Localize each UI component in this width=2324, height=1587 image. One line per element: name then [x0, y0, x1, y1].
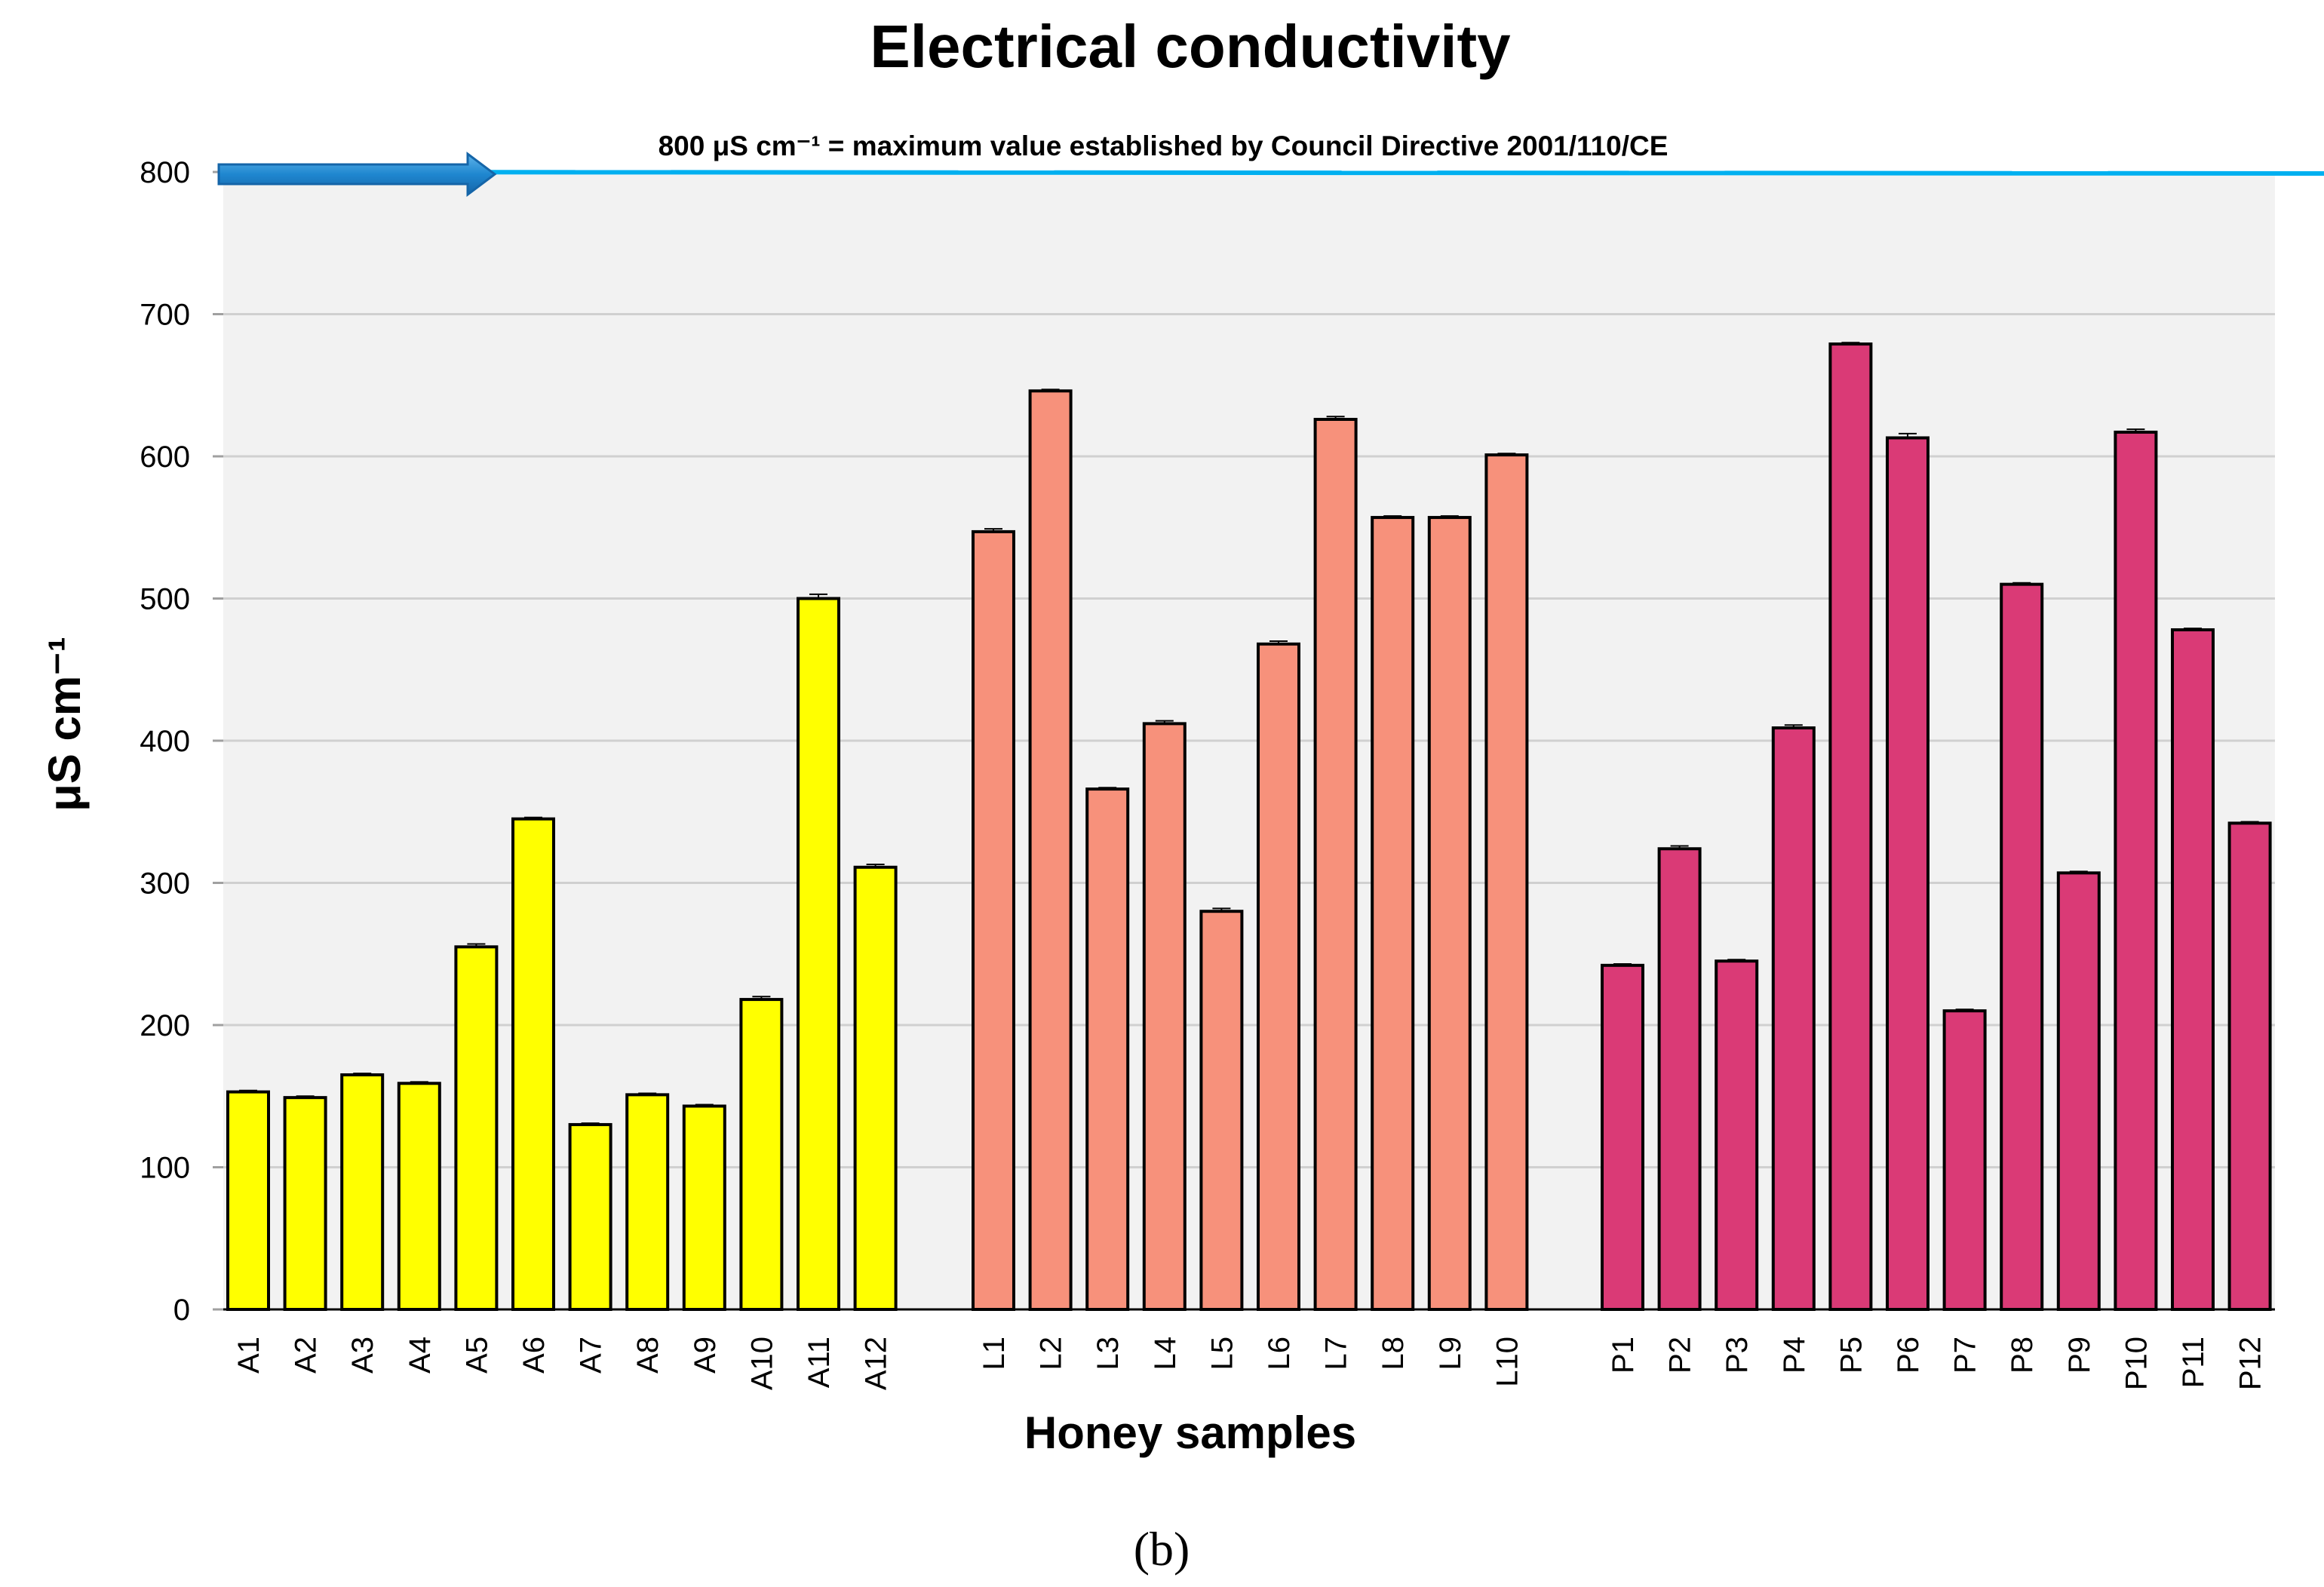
y-tick-label: 400 [140, 725, 190, 758]
bar-L4 [1142, 722, 1187, 1311]
x-tick-label-L9: L9 [1434, 1337, 1467, 1371]
x-tick-label-L10: L10 [1490, 1337, 1524, 1387]
panel-label: (b) [1134, 1522, 1190, 1576]
y-tick-label: 100 [140, 1152, 190, 1185]
bar-A12 [853, 865, 898, 1311]
bar-P6 [1886, 436, 1930, 1311]
bar-L10 [1484, 453, 1529, 1311]
x-tick-label-L8: L8 [1377, 1337, 1410, 1371]
y-axis-ticks: 0 100 200 300 400 500 600 700 800 [140, 156, 223, 1327]
bar-P8 [2000, 582, 2044, 1311]
y-tick-label: 0 [173, 1294, 190, 1327]
x-tick-label-P9: P9 [2063, 1337, 2096, 1374]
y-axis-label: μS cm⁻¹ [39, 637, 90, 812]
bar-P5 [1828, 342, 1873, 1312]
y-tick-label: 600 [140, 440, 190, 474]
bar-P7 [1942, 1009, 1987, 1312]
y-tick-label: 300 [140, 867, 190, 901]
x-tick-label-P10: P10 [2120, 1337, 2153, 1390]
bar-P10 [2114, 430, 2158, 1312]
x-tick-label-L3: L3 [1091, 1337, 1125, 1371]
x-tick-label-A5: A5 [460, 1337, 493, 1374]
bar-P9 [2056, 871, 2101, 1312]
bar-P3 [1715, 959, 1759, 1312]
x-tick-label-L5: L5 [1205, 1337, 1239, 1371]
x-tick-label-L2: L2 [1035, 1337, 1068, 1371]
x-tick-label-A12: A12 [860, 1337, 893, 1390]
bar-A10 [739, 998, 784, 1311]
x-tick-label-A1: A1 [232, 1337, 266, 1374]
reference-line-800 [223, 170, 2324, 176]
x-tick-label-A4: A4 [404, 1337, 437, 1374]
x-tick-label-P3: P3 [1721, 1337, 1754, 1374]
y-tick-label: 500 [140, 583, 190, 616]
x-tick-label-A8: A8 [631, 1337, 665, 1374]
x-tick-label-A10: A10 [745, 1337, 778, 1390]
y-tick-label: 800 [140, 156, 190, 189]
bar-L9 [1427, 516, 1472, 1311]
bars [226, 342, 2272, 1312]
bar-L7 [1313, 417, 1358, 1311]
x-axis-ticks: A1 A2 A3 A4 A5 A6 A7 A8 A9 A10 A11 A12 L1 L2 L3 L4 L5 L6 L… [232, 1337, 2267, 1390]
x-tick-label-L7: L7 [1320, 1337, 1353, 1371]
bar-L5 [1199, 910, 1244, 1311]
y-tick-label: 200 [140, 1009, 190, 1042]
bar-A7 [568, 1122, 612, 1311]
x-tick-label-P6: P6 [1892, 1337, 1925, 1374]
x-tick-label-P1: P1 [1607, 1337, 1640, 1374]
x-tick-label-P12: P12 [2234, 1337, 2267, 1390]
y-tick-label: 700 [140, 299, 190, 332]
bar-A6 [511, 817, 555, 1312]
reference-annotation: 800 μS cm⁻¹ = maximum value established … [659, 130, 1669, 161]
bar-A4 [397, 1082, 441, 1312]
reference-arrow-icon [217, 152, 497, 197]
bar-P1 [1601, 963, 1644, 1311]
bar-A1 [226, 1090, 270, 1311]
x-tick-label-A3: A3 [346, 1337, 379, 1374]
x-tick-label-A6: A6 [517, 1337, 551, 1374]
x-tick-label-A7: A7 [575, 1337, 608, 1374]
bar-L6 [1257, 642, 1300, 1311]
bar-P12 [2227, 821, 2272, 1311]
x-tick-label-L4: L4 [1149, 1337, 1182, 1371]
bar-A9 [682, 1104, 726, 1311]
x-tick-label-P7: P7 [1949, 1337, 1982, 1374]
bar-P4 [1771, 726, 1816, 1311]
bar-P11 [2171, 628, 2215, 1311]
bar-P2 [1657, 847, 1702, 1311]
x-tick-label-L6: L6 [1263, 1337, 1296, 1371]
bar-A2 [283, 1096, 327, 1311]
x-tick-label-A2: A2 [290, 1337, 323, 1374]
bar-A8 [625, 1093, 670, 1311]
bar-A11 [797, 597, 840, 1311]
bar-A3 [340, 1073, 385, 1311]
x-tick-label-P2: P2 [1664, 1337, 1697, 1374]
x-tick-label-A9: A9 [689, 1337, 722, 1374]
bar-L1 [972, 530, 1015, 1311]
bar-L3 [1085, 787, 1130, 1311]
x-axis-label: Honey samples [1024, 1407, 1356, 1458]
x-tick-label-P8: P8 [2006, 1337, 2039, 1374]
x-tick-label-L1: L1 [978, 1337, 1011, 1371]
chart-title: Electrical conductivity [870, 13, 1511, 80]
x-tick-label-P5: P5 [1834, 1337, 1868, 1374]
bar-L2 [1028, 389, 1073, 1311]
x-tick-label-P11: P11 [2177, 1337, 2210, 1388]
x-tick-label-A11: A11 [803, 1337, 836, 1388]
x-tick-label-P4: P4 [1778, 1337, 1811, 1374]
bar-A5 [454, 945, 499, 1311]
gridlines [223, 313, 2275, 1168]
bar-L8 [1371, 516, 1415, 1311]
